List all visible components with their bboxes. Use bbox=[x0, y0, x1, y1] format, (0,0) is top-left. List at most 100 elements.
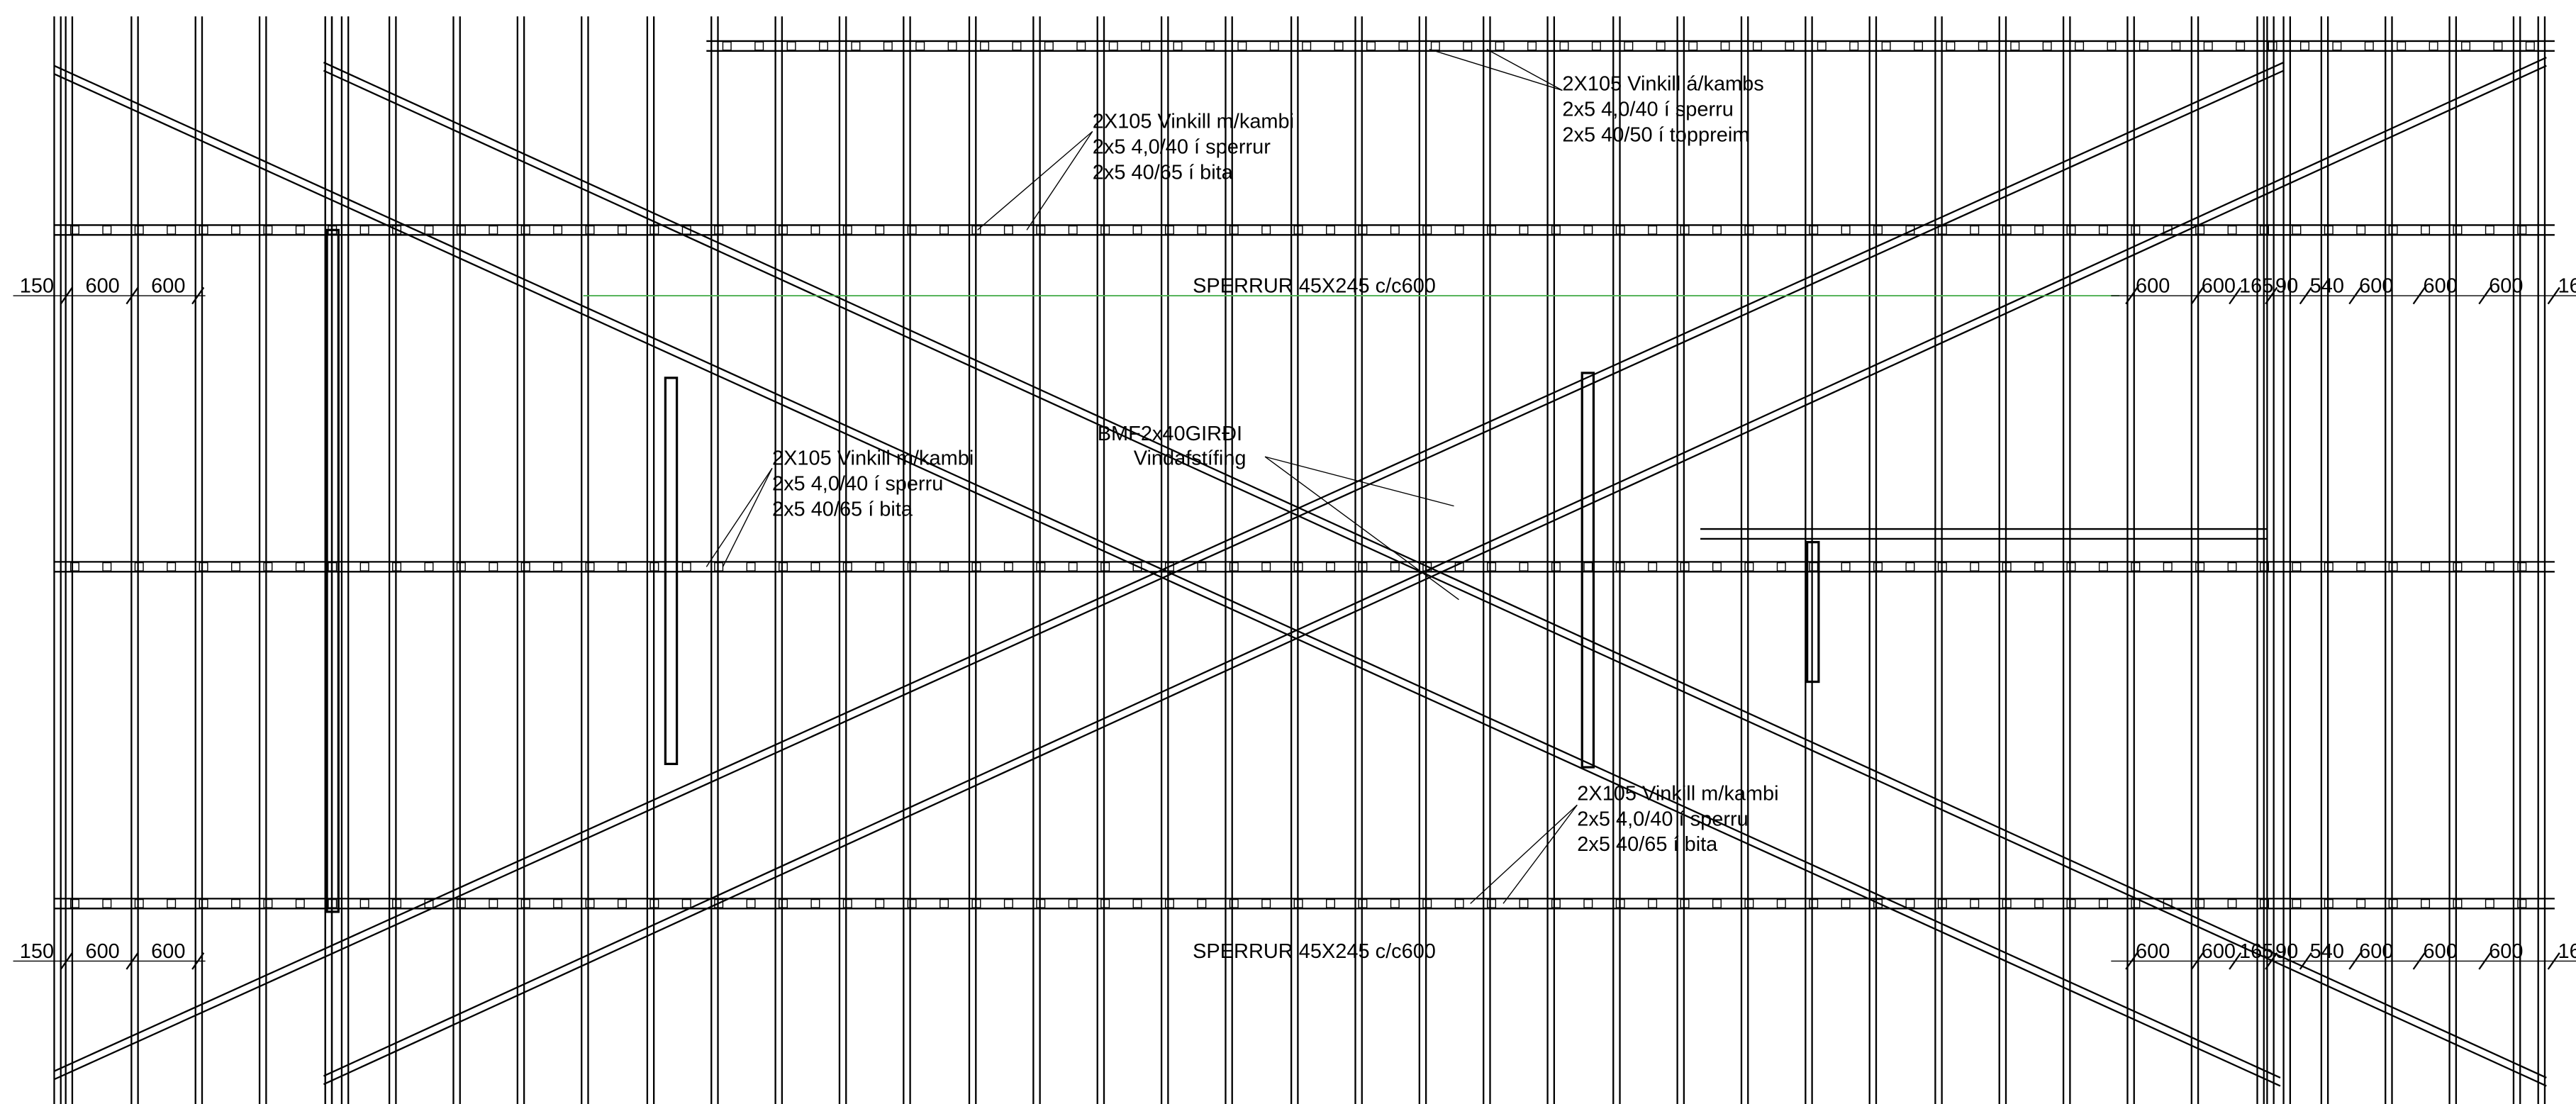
connector bbox=[2388, 225, 2398, 235]
dim-text: 600 bbox=[85, 274, 119, 297]
connector bbox=[1817, 41, 1827, 51]
dim-tick bbox=[2265, 952, 2278, 970]
leader bbox=[1026, 130, 1093, 230]
connector bbox=[167, 898, 177, 908]
connector bbox=[617, 898, 627, 908]
connector bbox=[746, 225, 756, 235]
connector bbox=[1519, 898, 1529, 908]
connector bbox=[1946, 41, 1956, 51]
connector bbox=[1785, 41, 1795, 51]
connector bbox=[939, 898, 949, 908]
connector bbox=[2098, 225, 2108, 235]
connector bbox=[1229, 562, 1239, 571]
connector bbox=[167, 225, 177, 235]
leader bbox=[1470, 804, 1578, 904]
note-line: 2x5 4,0/40 í sperru bbox=[772, 473, 943, 496]
leader bbox=[977, 130, 1093, 230]
connector bbox=[2098, 562, 2108, 571]
annotations: 2X105 Vinkill á/kambs 2x5 4,0/40 í sperru… bbox=[20, 72, 2576, 962]
connector bbox=[2421, 562, 2431, 571]
connector bbox=[2517, 562, 2527, 571]
dim-text: 165 bbox=[2239, 940, 2273, 963]
connector bbox=[1809, 225, 1819, 235]
bracing-name: BMF2x40GIRÐI bbox=[1098, 423, 1242, 445]
connector bbox=[1970, 562, 1980, 571]
connector bbox=[1269, 41, 1279, 51]
connector bbox=[875, 562, 885, 571]
dim-text: 600 bbox=[2136, 940, 2170, 963]
connector bbox=[2324, 225, 2334, 235]
connector bbox=[424, 225, 434, 235]
dim-tick bbox=[2348, 952, 2362, 970]
connector bbox=[1688, 41, 1698, 51]
connector bbox=[2292, 225, 2302, 235]
connector bbox=[2453, 225, 2463, 235]
connector bbox=[520, 225, 530, 235]
note-line: 2X105 Vinkill m/kambi bbox=[772, 447, 974, 470]
dim-tick bbox=[60, 286, 73, 305]
connector bbox=[1776, 898, 1786, 908]
connector bbox=[2525, 41, 2535, 51]
connector bbox=[1937, 898, 1947, 908]
connector bbox=[2453, 562, 2463, 571]
connector bbox=[2493, 41, 2503, 51]
connector bbox=[1261, 898, 1271, 908]
dim-tick bbox=[126, 952, 139, 970]
connector bbox=[2227, 225, 2237, 235]
connector bbox=[617, 562, 627, 571]
connector bbox=[2131, 898, 2141, 908]
connector bbox=[2131, 562, 2141, 571]
connector bbox=[456, 562, 466, 571]
connector bbox=[1422, 898, 1432, 908]
connector bbox=[1776, 225, 1786, 235]
connector bbox=[2299, 41, 2309, 51]
connector bbox=[456, 898, 466, 908]
connector bbox=[1205, 41, 1215, 51]
connector bbox=[1454, 562, 1464, 571]
connector bbox=[134, 898, 144, 908]
connector bbox=[1583, 225, 1593, 235]
connector bbox=[69, 898, 79, 908]
connector bbox=[1648, 225, 1658, 235]
brace bbox=[323, 57, 2547, 1077]
dim-text: 90 bbox=[2275, 274, 2298, 297]
connector bbox=[199, 898, 208, 908]
connector bbox=[1583, 898, 1593, 908]
connector bbox=[230, 898, 240, 908]
dim-tick bbox=[2412, 952, 2426, 970]
connector bbox=[2131, 225, 2141, 235]
connector bbox=[2388, 562, 2398, 571]
connector bbox=[392, 562, 402, 571]
connector bbox=[681, 562, 691, 571]
connector bbox=[1326, 562, 1335, 571]
dim-text: 150 bbox=[20, 274, 54, 297]
connector bbox=[1261, 562, 1271, 571]
connector bbox=[2002, 225, 2012, 235]
connector bbox=[392, 898, 402, 908]
leader bbox=[1429, 48, 1563, 91]
connector bbox=[2034, 225, 2044, 235]
connector bbox=[1559, 41, 1569, 51]
dim-tick bbox=[2348, 286, 2362, 305]
connector bbox=[489, 225, 498, 235]
connector bbox=[520, 562, 530, 571]
connector bbox=[2066, 225, 2076, 235]
dim-tick bbox=[2478, 952, 2492, 970]
rafter-label: SPERRUR 45X245 c/c600 bbox=[1193, 940, 1436, 963]
connector bbox=[779, 562, 788, 571]
connector bbox=[263, 562, 273, 571]
dim-text: 600 bbox=[2489, 274, 2523, 297]
connector bbox=[1390, 225, 1400, 235]
dim-text: 600 bbox=[2359, 940, 2393, 963]
dim-tick bbox=[2299, 952, 2312, 970]
connector bbox=[1398, 41, 1408, 51]
connector bbox=[1591, 41, 1601, 51]
note-line: 2x5 4,0/40 í sperru bbox=[1562, 98, 1733, 121]
connector bbox=[2259, 898, 2269, 908]
connector bbox=[1141, 41, 1151, 51]
connector bbox=[875, 898, 885, 908]
dim-tick bbox=[2547, 952, 2560, 970]
connector bbox=[1744, 898, 1754, 908]
note-line: 2x5 4,0/40 í sperrur bbox=[1093, 136, 1271, 159]
connector bbox=[2324, 898, 2334, 908]
